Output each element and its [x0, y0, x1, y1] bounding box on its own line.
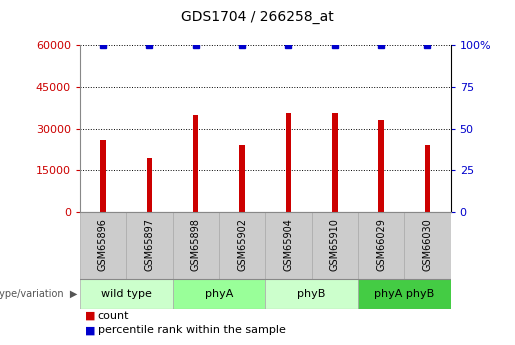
Bar: [100, 140, 106, 212]
Bar: [239, 145, 245, 212]
Text: GSM65897: GSM65897: [144, 218, 154, 271]
Bar: [265, 212, 312, 279]
Text: phyA phyB: phyA phyB: [374, 289, 434, 299]
Bar: [126, 212, 173, 279]
Bar: [173, 212, 219, 279]
Bar: [425, 145, 430, 212]
Bar: [332, 113, 337, 212]
Text: wild type: wild type: [101, 289, 151, 299]
Bar: [312, 212, 358, 279]
Bar: [358, 279, 451, 309]
Bar: [265, 279, 358, 309]
Text: percentile rank within the sample: percentile rank within the sample: [98, 325, 286, 335]
Bar: [80, 212, 126, 279]
Text: GSM65898: GSM65898: [191, 218, 201, 271]
Text: GSM65910: GSM65910: [330, 218, 340, 271]
Bar: [193, 115, 198, 212]
Text: GSM65896: GSM65896: [98, 218, 108, 271]
Text: GSM65902: GSM65902: [237, 218, 247, 271]
Bar: [173, 279, 265, 309]
Text: genotype/variation  ▶: genotype/variation ▶: [0, 289, 77, 299]
Bar: [80, 279, 173, 309]
Text: phyA: phyA: [204, 289, 233, 299]
Text: GSM66029: GSM66029: [376, 218, 386, 271]
Text: GSM65904: GSM65904: [283, 218, 294, 271]
Bar: [219, 212, 265, 279]
Text: ■: ■: [85, 325, 95, 335]
Bar: [358, 212, 404, 279]
Text: phyB: phyB: [297, 289, 326, 299]
Bar: [404, 212, 451, 279]
Bar: [286, 113, 291, 212]
Bar: [379, 120, 384, 212]
Text: GDS1704 / 266258_at: GDS1704 / 266258_at: [181, 10, 334, 24]
Text: count: count: [98, 311, 129, 321]
Bar: [147, 158, 152, 212]
Text: ■: ■: [85, 311, 95, 321]
Text: GSM66030: GSM66030: [422, 218, 433, 271]
